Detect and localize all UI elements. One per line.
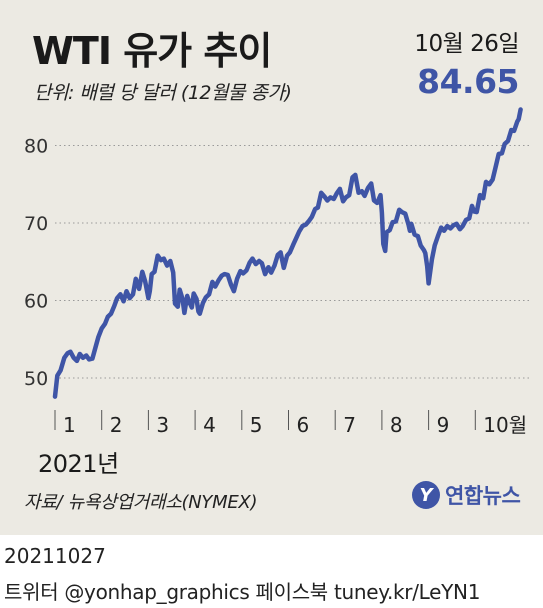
latest-date-label: 10월 26일 bbox=[414, 31, 519, 57]
x-tick-label: 8 bbox=[390, 413, 403, 437]
y-tick-label: 60 bbox=[24, 291, 48, 313]
x-tick-label: 2 bbox=[110, 413, 123, 437]
x-axis-ticks: 1 2 3 4 5 6 7 8 9 10월 bbox=[54, 410, 527, 437]
x-tick-label: 6 bbox=[297, 413, 310, 437]
chart-subtitle: 단위: 배럴 당 달러 (12월물 종가) bbox=[34, 82, 292, 104]
y-tick-label: 50 bbox=[24, 368, 48, 390]
year-label: 2021년 bbox=[38, 450, 119, 478]
source-note: 자료/ 뉴욕상업거래소(NYMEX) bbox=[24, 492, 258, 513]
wti-line-chart: 50 60 70 80 1 2 3 4 5 6 7 8 9 10월 bbox=[24, 107, 530, 437]
latest-value-label: 84.65 bbox=[417, 62, 519, 101]
yonhap-logo: Y 연합뉴스 bbox=[412, 480, 521, 510]
grid-lines bbox=[55, 145, 530, 379]
y-tick-label: 80 bbox=[24, 136, 48, 158]
price-line bbox=[52, 107, 523, 399]
chart-title: WTI 유가 추이 bbox=[32, 29, 272, 73]
x-tick-label: 10월 bbox=[483, 413, 527, 437]
footer-date: 20211027 bbox=[4, 544, 106, 568]
y-tick-label: 70 bbox=[24, 213, 48, 235]
x-tick-label: 7 bbox=[343, 413, 356, 437]
x-tick-label: 3 bbox=[156, 413, 169, 437]
yonhap-logo-text: 연합뉴스 bbox=[445, 484, 521, 508]
x-tick-label: 5 bbox=[250, 413, 263, 437]
price-line-series bbox=[52, 107, 523, 399]
yonhap-logo-icon: Y bbox=[412, 481, 440, 509]
footer-credits: 트위터 @yonhap_graphics 페이스북 tuney.kr/LeYN1 bbox=[4, 580, 481, 604]
y-axis-ticks: 50 60 70 80 bbox=[24, 136, 48, 391]
x-tick-label: 9 bbox=[437, 413, 450, 437]
x-tick-label: 4 bbox=[203, 413, 216, 437]
x-tick-label: 1 bbox=[63, 413, 76, 437]
